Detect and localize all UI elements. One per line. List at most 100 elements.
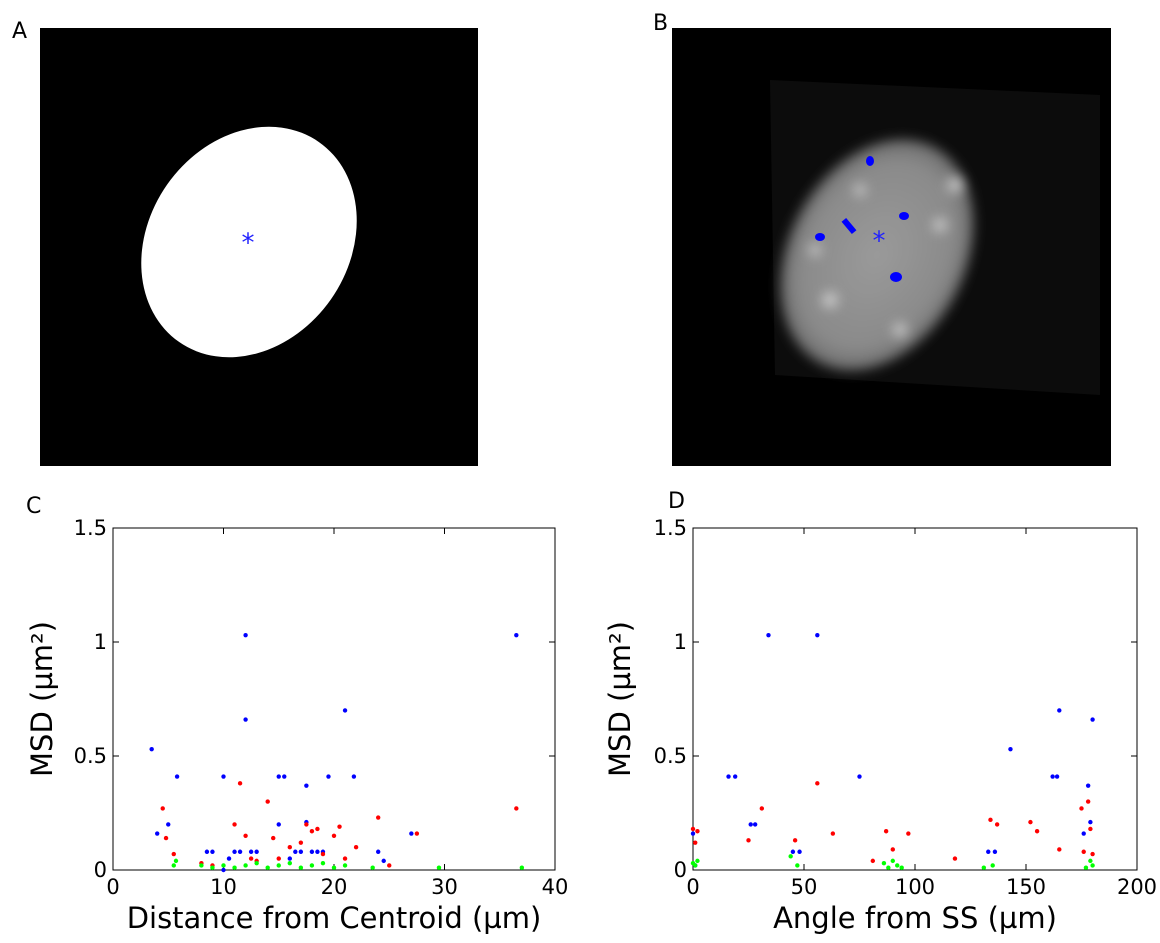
x-tick-label: 150 [1006, 875, 1046, 899]
point [695, 858, 700, 864]
point [276, 856, 281, 861]
point [287, 860, 292, 866]
point [514, 806, 519, 811]
x-axis-label: Angle from SS (µm) [773, 901, 1057, 935]
point [342, 708, 348, 713]
point [1090, 717, 1095, 722]
point [899, 865, 904, 870]
x-tick-label: 40 [542, 875, 569, 899]
point [815, 632, 820, 638]
point [1088, 819, 1093, 825]
point [883, 829, 889, 834]
point [337, 824, 342, 829]
point [331, 833, 337, 838]
point [204, 849, 210, 854]
point [237, 849, 243, 854]
point [387, 863, 392, 868]
point [226, 856, 232, 861]
point [248, 849, 254, 854]
point [351, 774, 357, 779]
panel-a-image: * [40, 28, 478, 466]
point [792, 838, 798, 843]
point [276, 774, 281, 779]
point [166, 822, 171, 827]
point [376, 849, 381, 854]
point [199, 863, 204, 868]
point [320, 851, 326, 857]
point [890, 858, 895, 864]
point [1050, 774, 1055, 779]
point [886, 865, 891, 870]
panel-label: A [12, 19, 27, 44]
point [210, 865, 215, 870]
panel-label: D [668, 489, 685, 514]
point [981, 865, 987, 870]
point [881, 860, 887, 866]
point [409, 831, 414, 836]
point [221, 863, 226, 868]
point [271, 835, 276, 841]
point [857, 774, 862, 779]
x-tick-label: 30 [431, 875, 458, 899]
point [315, 826, 320, 832]
point [276, 863, 281, 868]
point [254, 860, 259, 866]
point [994, 822, 1000, 827]
x-tick-label: 50 [791, 875, 818, 899]
point [210, 849, 215, 854]
y-axis-label: MSD (µm²) [25, 621, 59, 777]
point [890, 847, 895, 852]
x-tick-label: 10 [210, 875, 237, 899]
y-tick-label: 0.5 [654, 744, 687, 768]
point [797, 849, 802, 854]
point [155, 831, 160, 836]
point [265, 799, 270, 804]
point [1083, 865, 1089, 870]
point [1090, 851, 1095, 857]
point [1057, 847, 1062, 852]
svg-text:*: * [873, 227, 886, 257]
point [298, 865, 304, 870]
point [381, 858, 386, 864]
point [519, 865, 525, 870]
point [298, 840, 304, 845]
y-tick-label: 1.5 [654, 516, 687, 540]
point [254, 849, 259, 854]
point [992, 849, 998, 854]
y-tick-label: 1 [674, 630, 687, 654]
point [1090, 863, 1095, 868]
point [1081, 849, 1086, 854]
point [746, 838, 751, 843]
point [174, 774, 180, 779]
point [788, 854, 793, 859]
point [232, 849, 237, 854]
plot-frame [112, 527, 556, 871]
point [414, 831, 420, 836]
point [1008, 746, 1013, 752]
point [870, 858, 876, 864]
point [243, 717, 248, 722]
point [370, 865, 375, 870]
point [342, 863, 348, 868]
x-tick-label: 0 [686, 875, 699, 899]
point [342, 856, 348, 861]
point [326, 774, 331, 779]
point [304, 822, 309, 827]
point [1088, 826, 1093, 832]
point [287, 856, 292, 861]
point [248, 856, 254, 861]
y-tick-label: 1.5 [74, 516, 107, 540]
point [298, 849, 304, 854]
point [243, 863, 248, 868]
point [693, 863, 698, 868]
point [1088, 858, 1093, 864]
point [304, 783, 309, 788]
point [1079, 806, 1084, 811]
point [171, 863, 176, 868]
point [766, 632, 771, 638]
plot-frame [692, 527, 1138, 871]
panel-b-image: * [672, 28, 1111, 466]
point [1085, 783, 1091, 788]
point [990, 863, 995, 868]
